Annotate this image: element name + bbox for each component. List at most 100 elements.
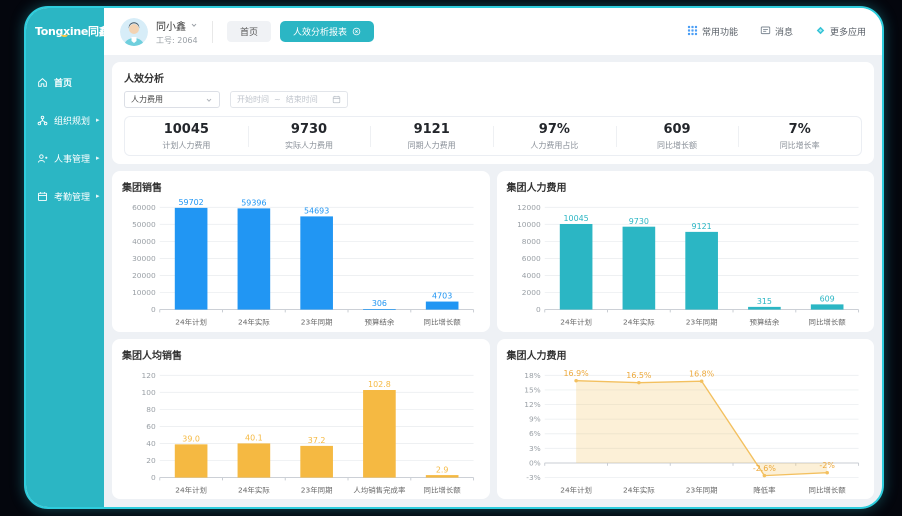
tab-home[interactable]: 首页 <box>227 21 272 42</box>
svg-text:23年同期: 23年同期 <box>301 318 333 327</box>
chart-title: 集团人力费用 <box>506 183 567 194</box>
logo-smile-accent <box>61 34 68 37</box>
home-icon <box>37 77 48 88</box>
tab-label: 首页 <box>240 28 259 38</box>
bar-chart-group-hr-cost: 0 2000 4000 6000 8000 10000 12000 24年计划 24年实际 23年… <box>517 203 859 327</box>
main-area: 同小鑫 工号: 2064 首页 人效分析报表 常用功能 消息 更多应用 人效分析 人力… <box>104 8 882 507</box>
svg-text:39.0: 39.0 <box>182 434 200 443</box>
chevron-right-icon: ▸ <box>96 192 100 200</box>
action-label: 常用功能 <box>701 28 738 38</box>
org-icon <box>37 115 48 126</box>
svg-text:2000: 2000 <box>521 288 540 297</box>
svg-text:23年同期: 23年同期 <box>301 485 333 494</box>
stat-value: 609 <box>663 121 691 137</box>
svg-text:0: 0 <box>151 473 156 482</box>
avatar[interactable] <box>120 17 148 46</box>
user-block: 同小鑫 工号: 2064 <box>156 18 198 46</box>
employee-id: 工号: 2064 <box>156 35 198 45</box>
sidebar-item-label: 首页 <box>54 78 73 89</box>
svg-text:80: 80 <box>146 405 156 414</box>
svg-text:4000: 4000 <box>521 271 540 280</box>
stat-label: 同期人力费用 <box>407 140 456 150</box>
svg-text:预算结余: 预算结余 <box>749 318 780 327</box>
svg-text:20000: 20000 <box>132 271 156 280</box>
svg-text:60: 60 <box>146 422 156 431</box>
action-messages[interactable]: 消息 <box>760 25 793 39</box>
bar-chart-group-sales: 0 10000 20000 30000 40000 50000 60000 24年计划 24年实… <box>132 198 475 327</box>
stat-label: 人力费用占比 <box>530 140 579 150</box>
stat-item: 97% 人力费用占比 <box>493 122 616 151</box>
stats-row: 10045 计划人力费用 9730 实际人力费用 9121 同期人力费用 97% 人力费用占比… <box>124 116 862 156</box>
app-window: Tongxine同鑫 首页 组织规划 ▸ 人事管理 ▸ 考勤管理 ▸ 同小鑫 <box>24 6 884 509</box>
metric-select-value: 人力费用 <box>131 95 163 104</box>
close-icon[interactable] <box>352 27 361 36</box>
metric-select[interactable]: 人力费用 <box>124 91 220 108</box>
date-start-placeholder: 开始时间 <box>237 95 269 104</box>
app-logo: Tongxine同鑫 <box>26 8 110 39</box>
sidebar-item-label: 人事管理 <box>54 154 91 165</box>
stat-label: 同比增长额 <box>657 140 698 150</box>
svg-text:16.9%: 16.9% <box>563 369 588 378</box>
svg-text:9730: 9730 <box>628 217 648 226</box>
svg-text:50000: 50000 <box>132 220 156 229</box>
sidebar-item-org-planning[interactable]: 组织规划 ▸ <box>26 101 104 139</box>
topbar-actions: 常用功能 消息 更多应用 <box>687 25 866 39</box>
stat-value: 9730 <box>290 121 328 137</box>
sidebar: Tongxine同鑫 首页 组织规划 ▸ 人事管理 ▸ 考勤管理 ▸ <box>26 8 110 507</box>
charts-grid: 集团销售 0 10000 20000 30000 40000 50000 60000 24年计… <box>112 171 874 499</box>
sidebar-item-hr-management[interactable]: 人事管理 ▸ <box>26 139 104 177</box>
svg-text:同比增长额: 同比增长额 <box>808 485 846 494</box>
action-label: 消息 <box>774 28 793 38</box>
svg-text:预算结余: 预算结余 <box>365 318 396 327</box>
stat-label: 同比增长率 <box>779 140 820 150</box>
svg-text:120: 120 <box>142 370 157 379</box>
svg-text:37.2: 37.2 <box>308 436 326 445</box>
sidebar-item-home[interactable]: 首页 <box>26 63 104 101</box>
svg-text:-2.6%: -2.6% <box>752 464 775 473</box>
date-range-input[interactable]: 开始时间 ~ 结束时间 <box>230 91 348 108</box>
svg-text:12000: 12000 <box>517 203 541 212</box>
tab-efficiency-report[interactable]: 人效分析报表 <box>280 21 375 42</box>
svg-text:23年同期: 23年同期 <box>685 485 717 494</box>
user-menu[interactable]: 同小鑫 <box>156 18 198 33</box>
svg-text:24年实际: 24年实际 <box>622 485 654 494</box>
svg-text:同比增长额: 同比增长额 <box>424 485 462 494</box>
svg-text:3%: 3% <box>528 443 540 452</box>
chevron-right-icon: ▸ <box>96 154 100 162</box>
chart-panel-hr-cost-rate: 集团人力费用 -3% 0% 3% 6% 9% 12% 15% 18% 24年计划 24年实际 23年… <box>496 338 874 499</box>
sidebar-item-label: 考勤管理 <box>54 192 91 203</box>
sidebar-item-attendance-management[interactable]: 考勤管理 ▸ <box>26 177 104 215</box>
stat-item: 9730 实际人力费用 <box>247 121 371 151</box>
content: 人效分析 人力费用 开始时间 ~ 结束时间 <box>104 55 882 507</box>
stat-value: 10045 <box>163 121 209 137</box>
stat-item: 609 同比增长额 <box>615 121 739 151</box>
svg-text:0: 0 <box>151 305 156 314</box>
svg-text:降低率: 降低率 <box>753 485 775 494</box>
apps-icon <box>815 25 826 39</box>
svg-text:59396: 59396 <box>241 199 266 208</box>
svg-text:23年同期: 23年同期 <box>685 318 717 327</box>
svg-text:16.5%: 16.5% <box>626 371 651 380</box>
tab-bar: 首页 人效分析报表 <box>227 21 375 42</box>
date-separator: ~ <box>274 95 281 104</box>
stat-value: 97% <box>538 121 570 137</box>
calendar-icon <box>37 191 48 202</box>
tab-label: 人效分析报表 <box>293 28 348 38</box>
action-more-apps[interactable]: 更多应用 <box>815 25 866 39</box>
svg-text:30000: 30000 <box>132 254 156 263</box>
svg-text:4703: 4703 <box>432 292 452 301</box>
svg-text:16.8%: 16.8% <box>689 369 714 378</box>
filter-panel-title: 人效分析 <box>124 74 164 85</box>
svg-text:100: 100 <box>142 388 157 397</box>
svg-text:20: 20 <box>146 456 156 465</box>
svg-text:24年计划: 24年计划 <box>560 485 592 494</box>
svg-text:54693: 54693 <box>304 207 329 216</box>
avatar-image <box>120 17 148 46</box>
stat-label: 计划人力费用 <box>162 140 211 150</box>
stat-item: 9121 同期人力费用 <box>370 122 493 151</box>
svg-text:24年实际: 24年实际 <box>622 318 654 327</box>
svg-text:12%: 12% <box>524 400 541 409</box>
svg-text:-2%: -2% <box>819 461 834 470</box>
action-quick-functions[interactable]: 常用功能 <box>687 25 738 39</box>
sidebar-item-label: 组织规划 <box>54 116 91 127</box>
